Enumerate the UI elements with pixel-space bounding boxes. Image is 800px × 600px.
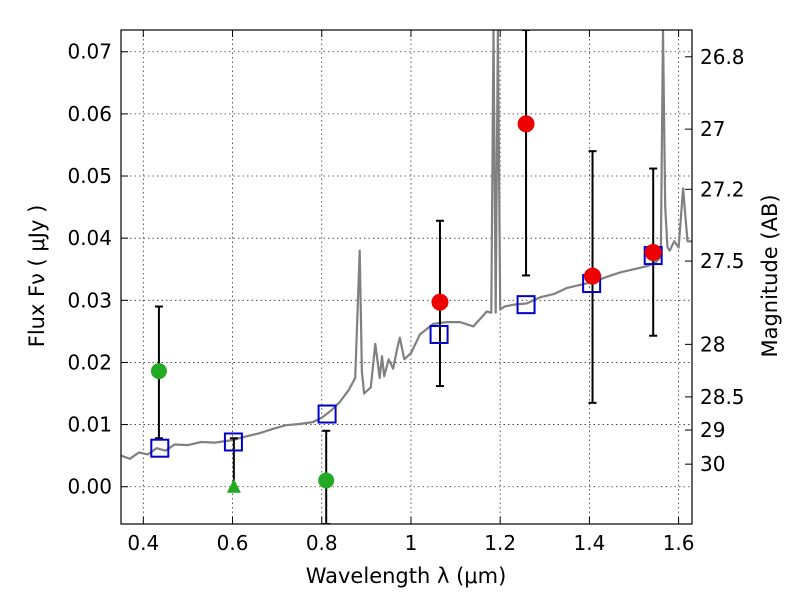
synthetic-point xyxy=(429,324,449,344)
x-axis-ticks: 0.4 0.6 0.8 1 1.2 1.4 1.6 xyxy=(127,30,695,555)
x-tick-label: 1.6 xyxy=(663,531,695,555)
nondetection-triangle xyxy=(226,478,241,493)
x-tick-label: 1.4 xyxy=(573,531,605,555)
y-axis-ticks: 0.00 0.01 0.02 0.03 0.04 0.05 0.06 0.07 xyxy=(67,40,128,499)
grid-lines xyxy=(121,30,692,524)
mag-tick-label: 26.8 xyxy=(700,45,745,69)
mag-tick-label: 27.5 xyxy=(700,249,745,273)
y-tick-label: 0.04 xyxy=(67,226,112,250)
model-spectrum-layer xyxy=(121,30,692,460)
y-tick-label: 0.05 xyxy=(67,164,112,188)
y-tick-label: 0.07 xyxy=(67,40,112,64)
mag-tick-label: 28.5 xyxy=(700,385,745,409)
mag-tick-label: 27 xyxy=(700,117,725,141)
x-tick-label: 0.6 xyxy=(217,531,249,555)
model-spectrum-line xyxy=(121,30,692,460)
mag-tick-label: 29 xyxy=(700,418,725,442)
mag-tick-label: 28 xyxy=(700,332,725,356)
synthetic-point xyxy=(223,432,243,452)
synthetic-point xyxy=(150,438,170,458)
x-tick-label: 1.2 xyxy=(484,531,516,555)
mag-tick-label: 27.2 xyxy=(700,177,745,201)
x-axis-title: Wavelength λ (μm) xyxy=(306,564,507,588)
detection-point xyxy=(644,243,662,261)
mag-tick-label: 30 xyxy=(700,452,725,476)
nondetections-layer xyxy=(150,363,335,493)
detection-point xyxy=(517,115,535,133)
y-tick-label: 0.00 xyxy=(67,475,112,499)
detection-point xyxy=(584,267,602,285)
detection-point xyxy=(431,293,449,311)
x-tick-label: 0.8 xyxy=(306,531,338,555)
y-tick-label: 0.06 xyxy=(67,102,112,126)
plot-frame xyxy=(120,29,693,525)
x-tick-label: 0.4 xyxy=(127,531,159,555)
x-tick-label: 1 xyxy=(405,531,418,555)
right-axis-title: Magnitude (AB) xyxy=(758,194,782,357)
magnitude-axis-ticks: 26.8 27 27.2 27.5 28 28.5 29 30 xyxy=(685,45,745,476)
y-tick-label: 0.02 xyxy=(67,350,112,374)
y-tick-label: 0.01 xyxy=(67,413,112,437)
y-axis-title: Flux Fν ( μJy ) xyxy=(25,205,49,348)
y-tick-label: 0.03 xyxy=(67,288,112,312)
nondetection-point xyxy=(318,472,335,489)
synthetic-photometry-layer xyxy=(150,246,663,458)
detections-layer xyxy=(431,115,662,311)
nondetection-point xyxy=(150,363,167,380)
synthetic-point xyxy=(317,404,337,424)
synthetic-point xyxy=(516,295,536,315)
